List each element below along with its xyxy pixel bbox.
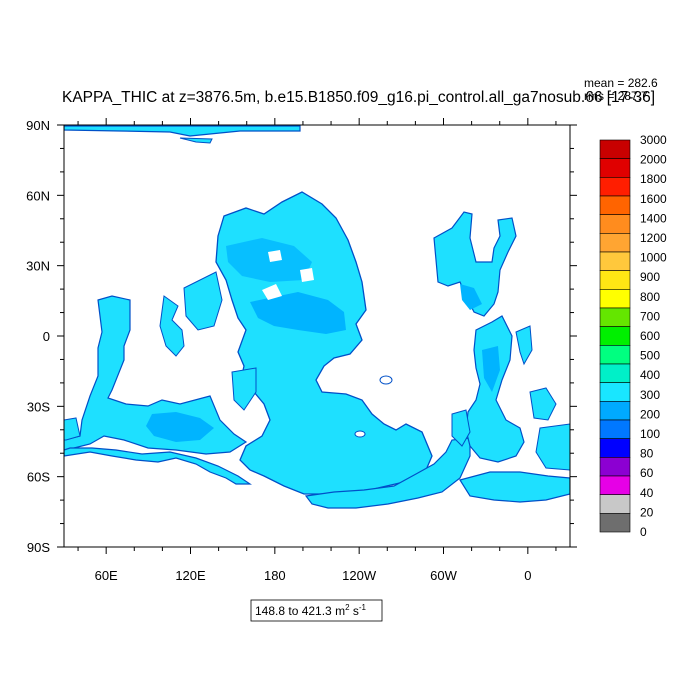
colorbar-label: 1800 (640, 172, 667, 186)
land-island-atlantic (379, 375, 393, 385)
colorbar-label: 20 (640, 505, 654, 519)
colorbar-label: 700 (640, 309, 660, 323)
land-island-2 (300, 268, 314, 282)
range-label-sup2: -1 (359, 603, 367, 612)
colorbar-box (599, 438, 631, 458)
colorbar-label: 60 (640, 466, 654, 480)
ocean-region-atlantic-deep-north (460, 284, 482, 310)
y-tick-label: 90S (27, 540, 50, 555)
ocean-region-east-edge (535, 423, 570, 471)
colorbar-box (599, 233, 631, 253)
colorbar-box (599, 158, 631, 178)
axis-ticks (57, 118, 577, 554)
colorbar: 3000200018001600140012001000900800700600… (599, 133, 667, 539)
colorbar-label: 1400 (640, 211, 667, 225)
ocean-region-indian (64, 295, 248, 455)
x-tick-label: 0 (524, 568, 531, 583)
range-label-box: 148.8 to 421.3 m2 s-1 (250, 599, 383, 622)
ocean-region-indian-deep (146, 412, 214, 442)
y-tick-label: 90N (26, 118, 50, 133)
colorbar-label: 400 (640, 368, 660, 382)
ocean-region-cape-basin (529, 387, 557, 421)
colorbar-box (599, 270, 631, 290)
x-tick-label: 180 (264, 568, 286, 583)
colorbar-label: 3000 (640, 133, 667, 147)
colorbar-box (599, 177, 631, 197)
colorbar-box (599, 139, 631, 159)
colorbar-box (599, 513, 631, 533)
colorbar-label: 600 (640, 329, 660, 343)
colorbar-label: 80 (640, 447, 654, 461)
ocean-region-pacific-deep (250, 292, 346, 334)
colorbar-box (599, 401, 631, 421)
range-label-frame (250, 599, 383, 622)
map-area (64, 125, 570, 547)
range-label: 148.8 to 421.3 m2 s-1 (255, 603, 367, 618)
ocean-region-tasman (231, 367, 257, 411)
ocean-region-pacific-north-deep (226, 238, 312, 282)
ocean-region-bay (159, 295, 185, 357)
colorbar-label: 500 (640, 349, 660, 363)
colorbar-box (599, 345, 631, 365)
x-tick-labels: 60E 120E 180 120W 60W 0 (95, 568, 532, 583)
x-tick-label: 120E (175, 568, 206, 583)
y-tick-label: 30S (27, 399, 50, 414)
colorbar-label: 0 (640, 525, 647, 539)
colorbar-label: 2000 (640, 153, 667, 167)
colorbar-box (599, 289, 631, 309)
range-label-text: 148.8 to 421.3 m (255, 604, 345, 618)
ocean-region-southern-east (459, 471, 570, 503)
chart-title: KAPPA_THIC at z=3876.5m, b.e15.B1850.f09… (62, 89, 655, 106)
land-island-1 (262, 284, 282, 300)
range-label-unit: s (350, 604, 359, 618)
ocean-region-nw-pacific (183, 271, 223, 331)
colorbar-box (599, 494, 631, 514)
y-tick-label: 0 (43, 329, 50, 344)
colorbar-label: 200 (640, 407, 660, 421)
y-tick-labels: 90N 60N 30N 0 30S 60S 90S (26, 118, 50, 555)
ocean-region-southern-west (64, 447, 252, 485)
colorbar-label: 1000 (640, 251, 667, 265)
x-tick-label: 60E (95, 568, 118, 583)
colorbar-label: 40 (640, 486, 654, 500)
land-island-south (354, 430, 366, 438)
colorbar-label: 900 (640, 270, 660, 284)
ocean-region-east-atlantic (515, 325, 533, 366)
colorbar-box (599, 475, 631, 495)
colorbar-box (599, 419, 631, 439)
ocean-region-argentine (451, 409, 471, 447)
colorbar-label: 800 (640, 290, 660, 304)
ocean-region-west-edge (64, 417, 81, 441)
ocean-region-atlantic-south (465, 315, 525, 463)
y-tick-label: 60N (26, 188, 50, 203)
colorbar-box (599, 382, 631, 402)
range-label-sup: 2 (345, 603, 350, 612)
y-tick-label: 30N (26, 259, 50, 274)
land-island-3 (268, 250, 282, 262)
colorbar-box (599, 251, 631, 271)
colorbar-label: 1200 (640, 231, 667, 245)
ocean-region-atlantic-deep-south (482, 346, 500, 392)
colorbar-box (599, 363, 631, 383)
colorbar-box (599, 457, 631, 477)
mean-stat: mean = 282.6 (584, 76, 658, 90)
ocean-region-arctic-2 (179, 137, 213, 144)
ocean-region-southern-central (304, 437, 471, 509)
colorbar-box (599, 307, 631, 327)
colorbar-label: 300 (640, 388, 660, 402)
ocean-region-arctic (64, 125, 301, 137)
y-tick-label: 60S (27, 470, 50, 485)
rms-stat: rms = 287.7 (584, 89, 648, 103)
colorbar-box (599, 195, 631, 215)
colorbar-label: 100 (640, 427, 660, 441)
x-tick-label: 60W (430, 568, 457, 583)
colorbar-box (599, 326, 631, 346)
colorbar-label: 1600 (640, 192, 667, 206)
x-tick-label: 120W (342, 568, 377, 583)
colorbar-box (599, 214, 631, 234)
